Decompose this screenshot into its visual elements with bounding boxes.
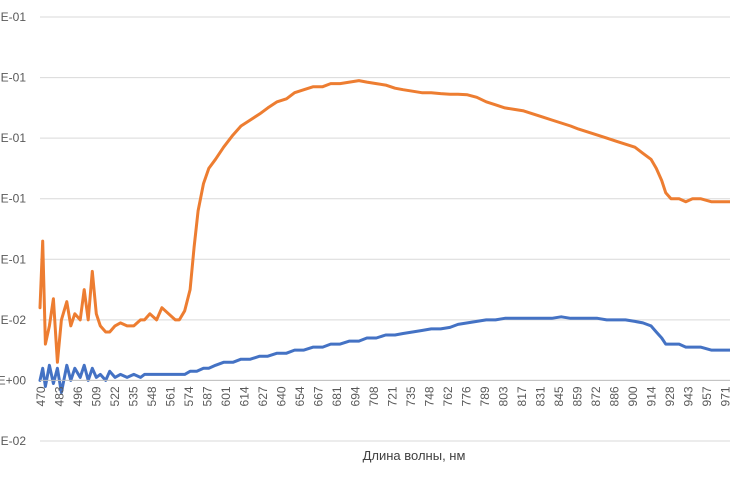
x-tick-label: 483	[53, 386, 67, 406]
x-tick-label: 640	[275, 386, 289, 406]
x-tick-label: 900	[626, 386, 640, 406]
x-tick-label: 667	[312, 386, 326, 406]
x-tick-label: 957	[700, 386, 714, 406]
x-tick-label: 522	[108, 386, 122, 406]
x-tick-label: 789	[478, 386, 492, 406]
y-axis-tick-labels: E-01 E-01 E-01 E-01 E-01 E-02 E+00 E-02	[0, 10, 26, 448]
x-tick-label: 470	[34, 386, 48, 406]
x-tick-label: 859	[571, 386, 585, 406]
x-tick-label: 971	[719, 386, 730, 406]
x-tick-label: 587	[201, 386, 215, 406]
x-tick-label: 694	[349, 386, 363, 406]
x-tick-label: 762	[441, 386, 455, 406]
x-tick-label: 509	[90, 386, 104, 406]
x-tick-label: 943	[682, 386, 696, 406]
x-tick-label: 886	[608, 386, 622, 406]
x-tick-label: 496	[71, 386, 85, 406]
y-tick-label: E-01	[1, 71, 27, 85]
x-tick-label: 601	[219, 386, 233, 406]
y-tick-label: E-01	[1, 192, 27, 206]
x-tick-label: 831	[534, 386, 548, 406]
x-tick-label: 681	[330, 386, 344, 406]
x-tick-label: 928	[663, 386, 677, 406]
x-tick-label: 654	[293, 386, 307, 406]
x-tick-label: 872	[589, 386, 603, 406]
y-tick-label: E-01	[1, 252, 27, 266]
x-tick-label: 748	[423, 386, 437, 406]
series-lines	[38, 79, 730, 394]
x-tick-label: 845	[552, 386, 566, 406]
x-tick-label: 776	[460, 386, 474, 406]
y-tick-label: E-01	[1, 10, 27, 24]
horizontal-gridlines	[40, 16, 730, 442]
y-tick-label: E-01	[1, 131, 27, 145]
x-axis-title: Длина волны, нм	[363, 448, 466, 463]
x-tick-label: 561	[164, 386, 178, 406]
series-line-orange	[38, 79, 730, 364]
y-tick-label: E+00	[0, 373, 26, 387]
x-tick-label: 803	[497, 386, 511, 406]
x-tick-label: 548	[145, 386, 159, 406]
x-tick-label: 721	[386, 386, 400, 406]
x-tick-label: 708	[367, 386, 381, 406]
x-tick-label: 574	[182, 386, 196, 406]
x-tick-label: 817	[515, 386, 529, 406]
x-tick-label: 535	[127, 386, 141, 406]
y-tick-label: E-02	[1, 434, 27, 448]
x-tick-label: 614	[238, 386, 252, 406]
y-tick-label: E-02	[1, 313, 27, 327]
series-line-blue	[38, 315, 730, 394]
x-tick-label: 914	[645, 386, 659, 406]
x-axis-tick-labels: 470 483 496 509 522 535 548 561 574 587 601 614 627 6…	[34, 386, 730, 406]
x-tick-label: 627	[256, 386, 270, 406]
x-tick-label: 735	[404, 386, 418, 406]
